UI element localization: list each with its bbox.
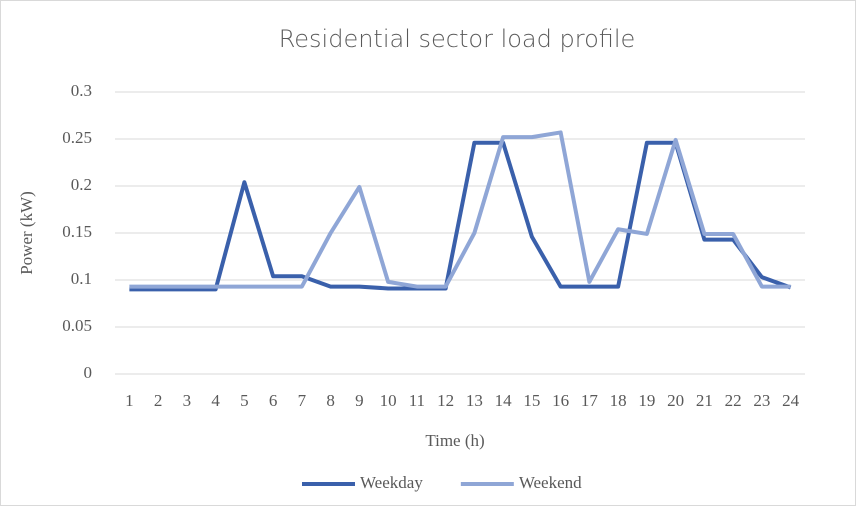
x-tick-label: 6 [269,391,278,410]
y-tick-label: 0.15 [62,222,92,241]
x-tick-label: 4 [211,391,220,410]
legend-label: Weekday [360,473,423,492]
x-tick-label: 16 [552,391,569,410]
x-tick-label: 20 [667,391,684,410]
x-tick-label: 15 [523,391,540,410]
x-tick-label: 13 [466,391,483,410]
x-tick-label: 5 [240,391,249,410]
y-tick-label: 0.1 [71,269,92,288]
x-tick-label: 10 [380,391,397,410]
x-tick-label: 9 [355,391,364,410]
y-tick-label: 0.05 [62,316,92,335]
chart-title: Residential sector load profile [279,25,636,53]
x-tick-label: 3 [183,391,192,410]
x-tick-label: 1 [125,391,134,410]
y-tick-label: 0.2 [71,175,92,194]
x-tick-label: 24 [782,391,800,410]
y-tick-label: 0.3 [71,81,92,100]
x-tick-label: 23 [753,391,770,410]
legend-label: Weekend [519,473,582,492]
x-tick-label: 2 [154,391,163,410]
x-tick-label: 21 [696,391,713,410]
series-line [129,130,791,289]
y-tick-label: 0.25 [62,128,92,147]
x-tick-label: 17 [581,391,599,410]
x-tick-label: 11 [409,391,425,410]
x-axis-label: Time (h) [425,431,484,450]
x-tick-label: 22 [725,391,742,410]
x-tick-label: 14 [495,391,513,410]
y-tick-label: 0 [84,363,93,382]
x-tick-label: 12 [437,391,454,410]
x-tick-label: 19 [638,391,655,410]
x-tick-label: 7 [298,391,307,410]
x-tick-label: 18 [610,391,627,410]
y-axis-label: Power (kW) [17,191,36,275]
x-tick-label: 8 [326,391,335,410]
